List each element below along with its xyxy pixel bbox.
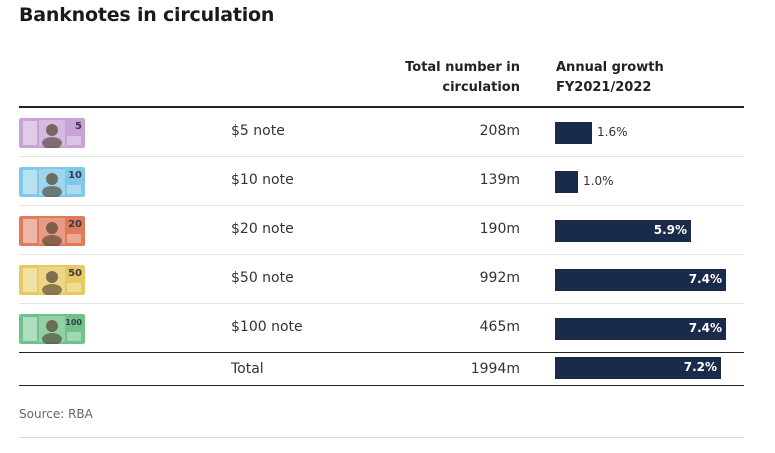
total-label: Total — [231, 361, 264, 377]
growth-label: 1.0% — [583, 174, 614, 188]
five-dollar-note-graphic: 5 — [19, 118, 85, 148]
row-count: 190m — [479, 221, 520, 237]
source-note: Source: RBA — [19, 407, 93, 421]
chart-title: Banknotes in circulation — [19, 4, 275, 26]
header-total-number: Total number in circulation — [360, 58, 520, 98]
growth-bar — [555, 269, 726, 291]
fifty-dollar-note-graphic: 50 — [19, 265, 85, 295]
growth-label: 5.9% — [653, 223, 687, 237]
header-total-number-line2: circulation — [442, 80, 520, 95]
hundred-dollar-note-graphic: 100 — [19, 314, 85, 344]
header-annual-growth-line1: Annual growth — [556, 60, 664, 75]
total-row: Total 1994m 7.2% — [19, 353, 744, 385]
fifty-dollar-note-icon: 50 — [19, 265, 85, 295]
twenty-dollar-note-icon: 20 — [19, 216, 85, 246]
row-label: $20 note — [231, 221, 294, 237]
row-divider — [19, 254, 744, 255]
growth-bar — [555, 122, 592, 144]
svg-text:5: 5 — [75, 121, 82, 132]
growth-bar — [555, 220, 691, 242]
header-total-number-line1: Total number in — [405, 60, 520, 75]
total-growth-label: 7.2% — [683, 360, 717, 374]
growth-label: 1.6% — [597, 125, 628, 139]
five-dollar-note-icon: 5 — [19, 118, 85, 148]
row-label: $10 note — [231, 172, 294, 188]
header-annual-growth: Annual growth FY2021/2022 — [556, 58, 736, 98]
ten-dollar-note-icon: 10 — [19, 167, 85, 197]
row-count: 992m — [479, 270, 520, 286]
row-count: 139m — [479, 172, 520, 188]
total-count: 1994m — [470, 361, 520, 377]
svg-text:10: 10 — [68, 170, 82, 181]
table-row: 10 $10 note 139m 1.0% — [19, 157, 744, 206]
hundred-dollar-note-icon: 100 — [19, 314, 85, 344]
twenty-dollar-note-graphic: 20 — [19, 216, 85, 246]
total-rule — [19, 352, 744, 353]
growth-bar — [555, 318, 726, 340]
total-growth-bar — [555, 357, 721, 379]
ten-dollar-note-graphic: 10 — [19, 167, 85, 197]
bottom-rule — [19, 385, 744, 386]
footer-rule — [19, 437, 744, 438]
row-count: 208m — [479, 123, 520, 139]
row-label: $50 note — [231, 270, 294, 286]
growth-label: 7.4% — [688, 272, 722, 286]
row-divider — [19, 303, 744, 304]
table-row: 100 $100 note 465m 7.4% — [19, 304, 744, 353]
row-label: $5 note — [231, 123, 285, 139]
table-row: 50 $50 note 992m 7.4% — [19, 255, 744, 304]
svg-text:20: 20 — [68, 219, 82, 230]
row-label: $100 note — [231, 319, 303, 335]
svg-text:100: 100 — [65, 318, 82, 327]
row-divider — [19, 205, 744, 206]
growth-label: 7.4% — [688, 321, 722, 335]
growth-bar — [555, 171, 578, 193]
table-row: 5 $5 note 208m 1.6% — [19, 108, 744, 157]
row-count: 465m — [479, 319, 520, 335]
header-rule — [19, 106, 744, 108]
table-row: 20 $20 note 190m 5.9% — [19, 206, 744, 255]
svg-text:50: 50 — [68, 268, 82, 279]
row-divider — [19, 156, 744, 157]
header-annual-growth-line2: FY2021/2022 — [556, 80, 652, 95]
